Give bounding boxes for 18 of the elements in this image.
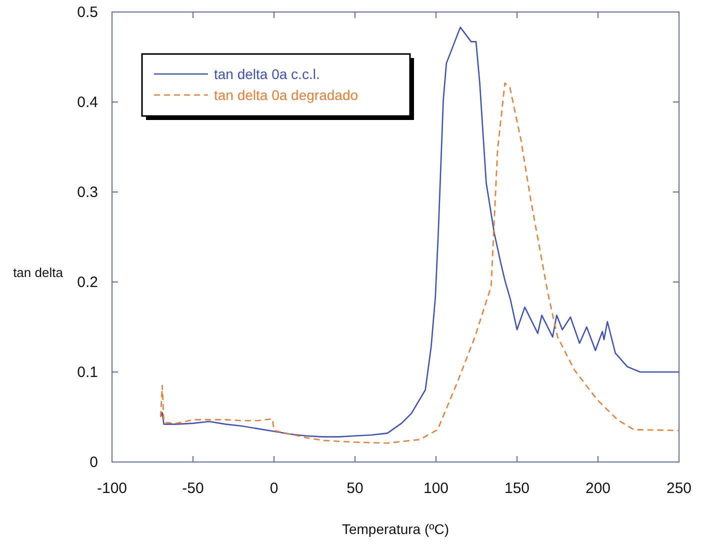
x-tick-label: 200 (585, 480, 611, 497)
y-tick-label: 0 (90, 454, 98, 471)
y-tick-label: 0.4 (77, 94, 98, 111)
x-axis-title: Temperatura (ºC) (342, 521, 450, 537)
y-tick-label: 0.2 (77, 274, 98, 291)
y-tick-label: 0.1 (77, 364, 98, 381)
x-tick-label: -100 (96, 480, 128, 497)
legend-label: tan delta 0a degradado (214, 87, 358, 103)
y-tick-label: 0.5 (77, 4, 98, 21)
legend-label: tan delta 0a c.c.l. (214, 66, 320, 82)
x-tick-label: 150 (504, 480, 530, 497)
x-tick-label: 50 (346, 480, 364, 497)
x-tick-label: 100 (423, 480, 449, 497)
y-axis-title: tan delta (13, 265, 64, 280)
x-tick-label: 0 (270, 480, 278, 497)
x-tick-label: 250 (666, 480, 692, 497)
y-tick-label: 0.3 (77, 184, 98, 201)
x-tick-label: -50 (182, 480, 204, 497)
